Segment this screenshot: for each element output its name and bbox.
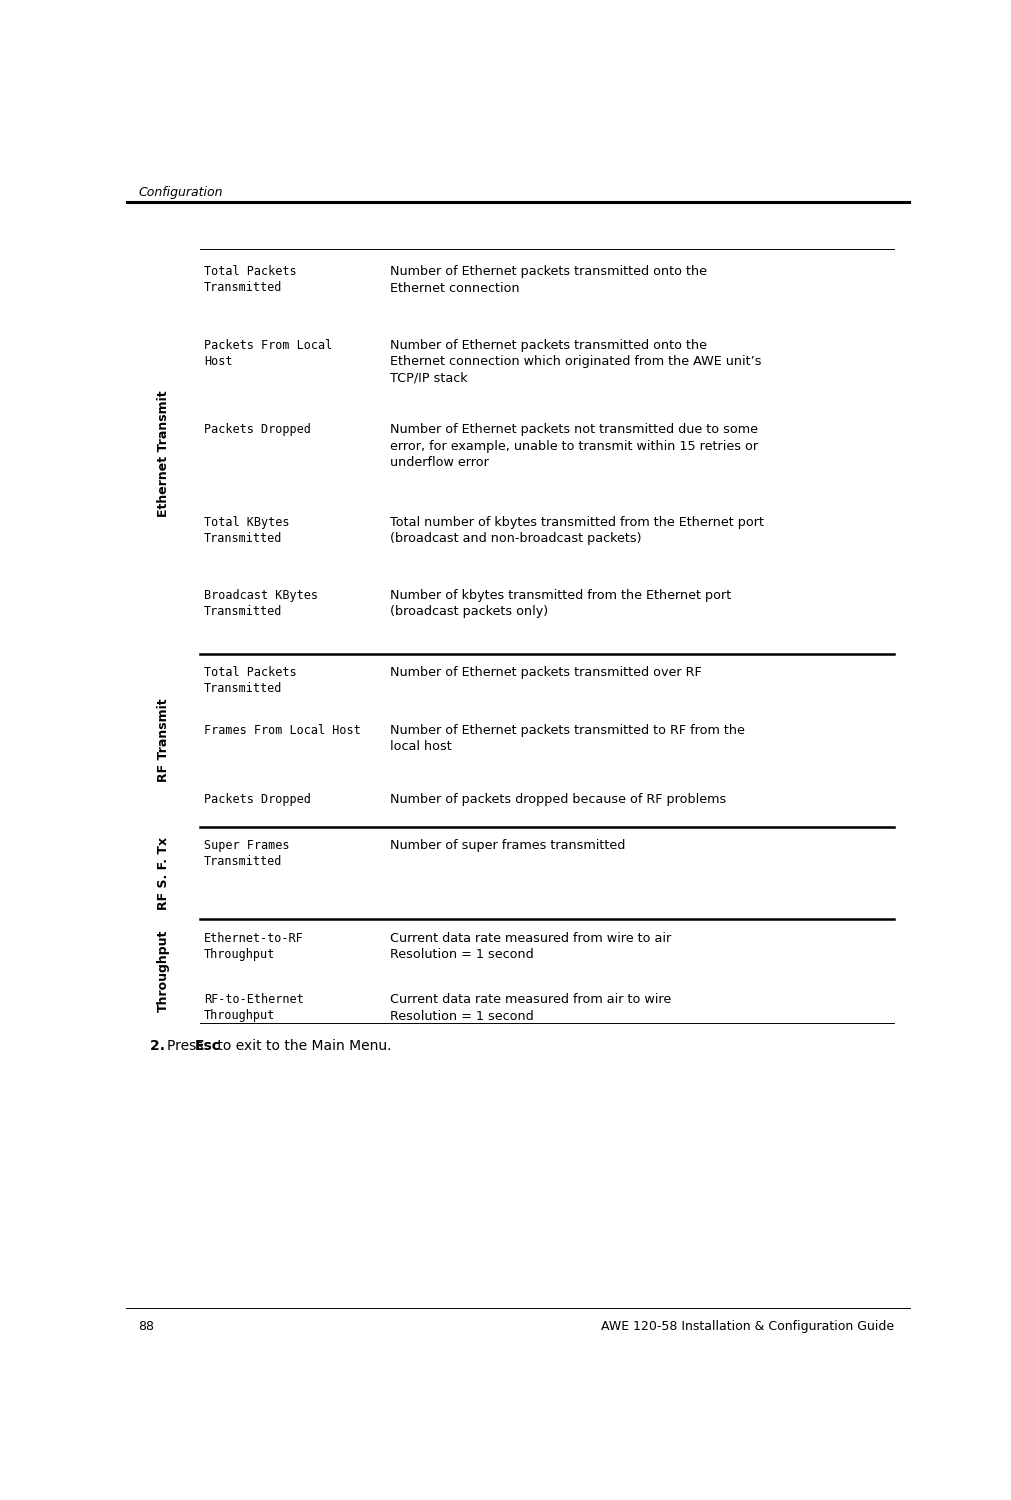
Text: 88: 88 bbox=[137, 1320, 154, 1332]
Text: Number of Ethernet packets transmitted onto the
Ethernet connection: Number of Ethernet packets transmitted o… bbox=[389, 266, 707, 296]
Text: Number of Ethernet packets transmitted to RF from the
local host: Number of Ethernet packets transmitted t… bbox=[389, 723, 744, 753]
Text: Total KBytes
Transmitted: Total KBytes Transmitted bbox=[204, 516, 289, 544]
Text: Configuration: Configuration bbox=[137, 186, 222, 200]
Text: Total number of kbytes transmitted from the Ethernet port
(broadcast and non-bro: Total number of kbytes transmitted from … bbox=[389, 516, 763, 544]
Text: Packets Dropped: Packets Dropped bbox=[204, 423, 310, 436]
Text: Number of Ethernet packets transmitted over RF: Number of Ethernet packets transmitted o… bbox=[389, 666, 701, 680]
Text: Number of Ethernet packets not transmitted due to some
error, for example, unabl: Number of Ethernet packets not transmitt… bbox=[389, 423, 757, 470]
Text: Press: Press bbox=[167, 1038, 207, 1053]
Text: to exit to the Main Menu.: to exit to the Main Menu. bbox=[213, 1038, 391, 1053]
Text: Packets Dropped: Packets Dropped bbox=[204, 794, 310, 806]
Text: RF Transmit: RF Transmit bbox=[157, 699, 170, 782]
Text: Total Packets
Transmitted: Total Packets Transmitted bbox=[204, 666, 296, 694]
Text: Esc: Esc bbox=[194, 1038, 220, 1053]
Text: Ethernet Transmit: Ethernet Transmit bbox=[157, 390, 170, 516]
Text: Number of Ethernet packets transmitted onto the
Ethernet connection which origin: Number of Ethernet packets transmitted o… bbox=[389, 339, 760, 384]
Text: Ethernet-to-RF
Throughput: Ethernet-to-RF Throughput bbox=[204, 932, 303, 960]
Text: Current data rate measured from air to wire
Resolution = 1 second: Current data rate measured from air to w… bbox=[389, 993, 670, 1023]
Text: Number of kbytes transmitted from the Ethernet port
(broadcast packets only): Number of kbytes transmitted from the Et… bbox=[389, 590, 731, 618]
Text: 2.: 2. bbox=[150, 1038, 172, 1053]
Text: AWE 120-58 Installation & Configuration Guide: AWE 120-58 Installation & Configuration … bbox=[601, 1320, 893, 1332]
Text: RF-to-Ethernet
Throughput: RF-to-Ethernet Throughput bbox=[204, 993, 303, 1022]
Text: Number of packets dropped because of RF problems: Number of packets dropped because of RF … bbox=[389, 794, 726, 806]
Text: Current data rate measured from wire to air
Resolution = 1 second: Current data rate measured from wire to … bbox=[389, 932, 670, 962]
Text: Super Frames
Transmitted: Super Frames Transmitted bbox=[204, 839, 289, 868]
Text: Packets From Local
Host: Packets From Local Host bbox=[204, 339, 332, 368]
Text: Total Packets
Transmitted: Total Packets Transmitted bbox=[204, 266, 296, 294]
Text: RF S. F. Tx: RF S. F. Tx bbox=[157, 837, 170, 909]
Text: Broadcast KBytes
Transmitted: Broadcast KBytes Transmitted bbox=[204, 590, 317, 618]
Text: Throughput: Throughput bbox=[157, 930, 170, 1013]
Text: Number of super frames transmitted: Number of super frames transmitted bbox=[389, 839, 625, 852]
Text: Frames From Local Host: Frames From Local Host bbox=[204, 723, 360, 736]
